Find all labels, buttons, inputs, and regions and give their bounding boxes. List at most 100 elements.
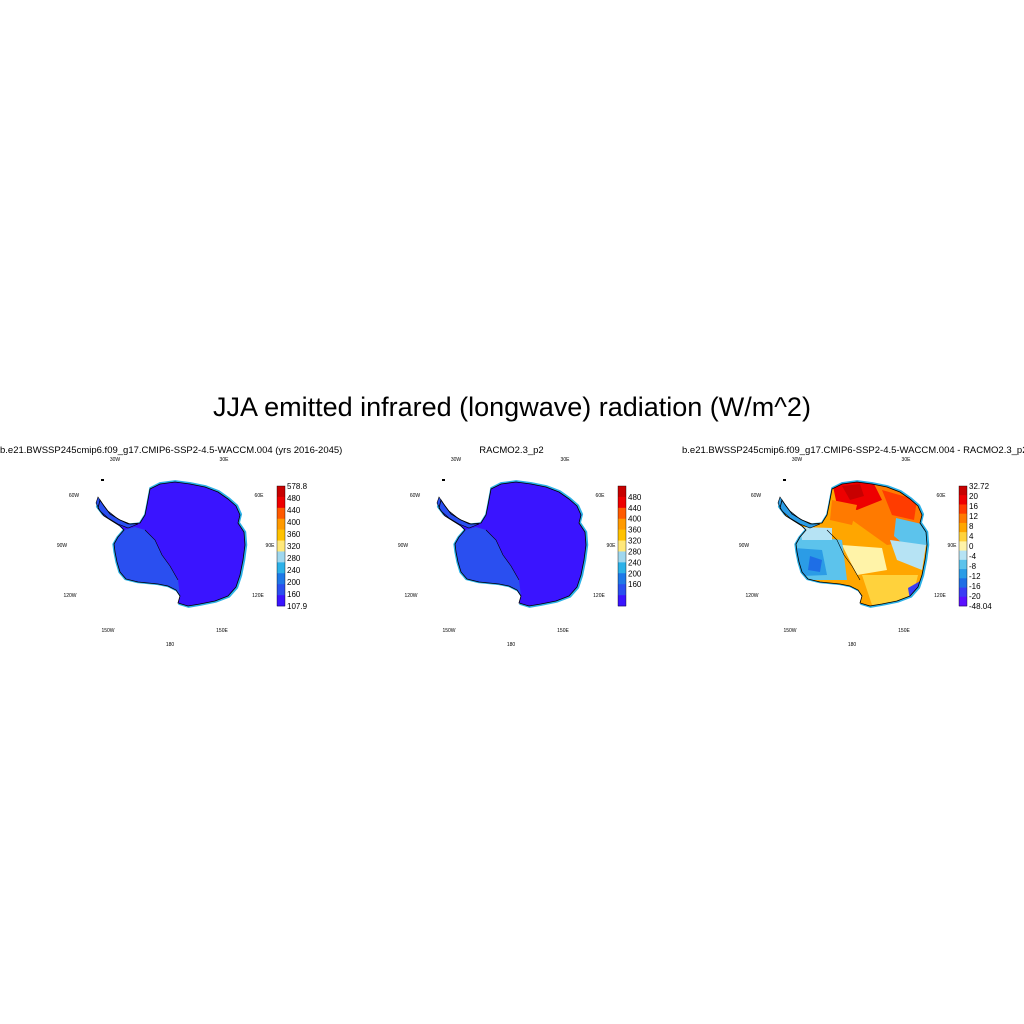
grounding-line (485, 529, 520, 581)
colorbar-swatch (959, 522, 967, 533)
grounding-line (826, 529, 861, 581)
colorbar-swatch (277, 518, 285, 530)
colorbar-label: 0 (969, 542, 974, 551)
graticule-label-lon-180: 180 (848, 642, 857, 648)
graticule-label-lon-120e: 120E (934, 593, 946, 599)
colorbar-label: 480 (287, 494, 301, 503)
island-marker (442, 479, 445, 481)
colorbar-swatch (277, 486, 285, 498)
colorbar-swatch (618, 518, 626, 530)
panel-diff: b.e21.BWSSP245cmip6.f09_g17.CMIP6-SSP2-4… (682, 440, 1024, 660)
graticule-label-lon-60w: 60W (69, 493, 80, 499)
graticule-label-lon-180: 180 (507, 642, 516, 648)
panel-title-racmo: RACMO2.3_p2 (479, 445, 544, 456)
colorbar-swatch (277, 540, 285, 552)
colorbar-swatch (277, 507, 285, 520)
graticule-label-lon-30w: 30W (792, 457, 803, 463)
colorbar-label: 578.8 (287, 482, 308, 491)
peninsula-outline (95, 496, 139, 529)
colorbar-swatch (277, 551, 285, 563)
map-racmo: 30W 30E 60W 60E 90W 90E 120W 120E 150W 150E 180 480… (398, 457, 642, 648)
colorbar-swatch (959, 504, 967, 514)
graticule-label-lon-150w: 150W (101, 628, 114, 634)
colorbar-swatch (959, 596, 967, 607)
island-marker (101, 479, 104, 481)
colorbar-swatch (618, 562, 626, 574)
graticule-label-lon-60w: 60W (751, 493, 762, 499)
graticule-label-lon-90e: 90E (266, 543, 276, 549)
colorbar-swatch (277, 529, 285, 541)
graticule-label-lon-30e: 30E (902, 457, 912, 463)
colorbar-swatch (277, 573, 285, 585)
graticule-label-lon-90e: 90E (948, 543, 958, 549)
graticule-label-lon-150e: 150E (898, 628, 910, 634)
west-antarctica-region (455, 527, 521, 596)
graticule-label-lon-90w: 90W (57, 543, 68, 549)
graticule-label-lon-150w: 150W (783, 628, 796, 634)
peninsula-outline (436, 496, 480, 529)
graticule-label-lon-120w: 120W (404, 593, 417, 599)
colorbar-swatch (277, 595, 285, 607)
colorbar-label: 400 (628, 515, 642, 524)
graticule-label-lon-30w: 30W (110, 457, 121, 463)
colorbar-swatch (959, 569, 967, 579)
graticule-label-lon-120w: 120W (63, 593, 76, 599)
graticule-label-lon-90w: 90W (398, 543, 409, 549)
colorbar-label: 280 (287, 554, 301, 563)
colorbar-label: 360 (628, 526, 642, 535)
colorbar: 578.8 480 440 400 360 320 280 240 200 160 107.9 (276, 482, 308, 611)
colorbar-swatch (618, 551, 626, 563)
map-diff: 30W 30E 60W 60E 90W 90E 120W 120E 150W 150E 180 32.… (739, 457, 992, 648)
colorbar-label: 4 (969, 532, 974, 541)
colorbar-swatch (618, 584, 626, 596)
colorbar-label: 480 (628, 493, 642, 502)
colorbar-label: 12 (969, 512, 978, 521)
graticule-label-lon-120w: 120W (745, 593, 758, 599)
peninsula (96, 497, 138, 528)
colorbar-label: 160 (628, 580, 642, 589)
peninsula (437, 497, 479, 528)
colorbar-label: -8 (969, 562, 977, 571)
colorbar-swatch (959, 541, 967, 551)
panel-title-diff: b.e21.BWSSP245cmip6.f09_g17.CMIP6-SSP2-4… (682, 445, 1024, 456)
colorbar-swatch (618, 496, 626, 509)
colorbar-swatch (618, 595, 626, 607)
graticule-label-lon-60e: 60E (596, 493, 606, 499)
colorbar-label: -4 (969, 552, 977, 561)
colorbar-label: 360 (287, 530, 301, 539)
colorbar-label: 280 (628, 547, 642, 556)
colorbar-label: 320 (287, 542, 301, 551)
colorbar-label: 240 (628, 558, 642, 567)
graticule-label-lon-120e: 120E (252, 593, 264, 599)
panel-title-model: b.e21.BWSSP245cmip6.f09_g17.CMIP6-SSP2-4… (0, 445, 343, 456)
peninsula-outline (777, 496, 821, 529)
graticule-label-lon-150e: 150E (557, 628, 569, 634)
colorbar-label: 400 (287, 518, 301, 527)
map-model: 30W 30E 60W 60E 90W 90E 120W 120E 150W 150E 180 578… (57, 457, 308, 648)
colorbar-swatch (959, 513, 967, 524)
colorbar-label: 20 (969, 492, 978, 501)
graticule-label-lon-150e: 150E (216, 628, 228, 634)
colorbar-swatch (959, 486, 967, 496)
colorbar-label: 200 (628, 569, 642, 578)
colorbar-label: -12 (969, 572, 981, 581)
colorbar-label: 320 (628, 537, 642, 546)
island-marker (783, 479, 786, 481)
colorbar-swatch (959, 587, 967, 598)
colorbar-swatch (618, 540, 626, 552)
colorbar-label: -20 (969, 592, 981, 601)
colorbar-swatch (959, 578, 967, 588)
colorbar-swatch (959, 559, 967, 570)
graticule-label-lon-30e: 30E (561, 457, 571, 463)
graticule-label-lon-60e: 60E (255, 493, 265, 499)
colorbar-swatch (277, 562, 285, 574)
grounding-line (144, 529, 179, 581)
peninsula (778, 497, 820, 528)
colorbar-swatch (959, 495, 967, 505)
colorbar-swatch (618, 507, 626, 520)
west-antarctica-region (114, 527, 180, 596)
graticule-label-lon-60e: 60E (937, 493, 947, 499)
colorbar-swatch (618, 573, 626, 585)
